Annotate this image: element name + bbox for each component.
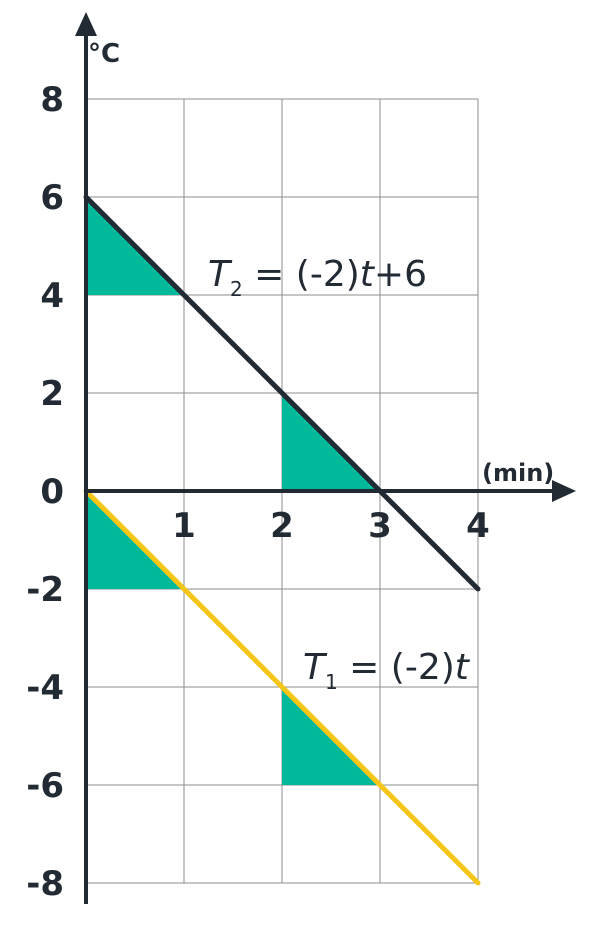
- axes: [75, 12, 576, 904]
- series-lines: [83, 194, 481, 886]
- series-line-t1: [83, 488, 481, 886]
- y-tick-label: 6: [40, 178, 64, 218]
- x-tick-label: 4: [466, 506, 490, 546]
- y-tick-label: -2: [26, 570, 64, 610]
- series-label-t2: T2 = (-2)t+6: [208, 254, 427, 301]
- y-tick-label: 0: [40, 472, 64, 512]
- y-tick-label: 4: [40, 276, 64, 316]
- y-tick-label: -8: [26, 864, 64, 904]
- y-tick-label: -4: [26, 668, 64, 708]
- y-axis-label: °C: [88, 39, 120, 69]
- y-tick-label: 8: [40, 80, 64, 120]
- x-axis-arrow-icon: [552, 480, 576, 502]
- y-tick-label: 2: [40, 374, 64, 414]
- series-line-t2: [83, 194, 481, 592]
- x-tick-label: 2: [270, 506, 294, 546]
- series-label-t1: T1 = (-2)t: [303, 647, 471, 694]
- x-tick-label: 1: [172, 506, 196, 546]
- tick-labels: 8 6 4 2 0 -2 -4 -6 -8 1 2 3 4: [26, 80, 490, 904]
- y-axis-arrow-icon: [75, 12, 97, 36]
- x-axis-label: (min): [482, 459, 554, 487]
- y-tick-label: -6: [26, 766, 64, 806]
- x-tick-label: 3: [368, 506, 392, 546]
